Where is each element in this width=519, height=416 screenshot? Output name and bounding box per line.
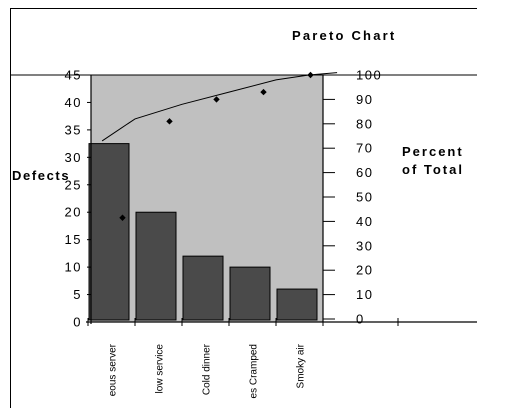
bars-layer xyxy=(88,143,318,321)
percent-marker-1 xyxy=(119,214,126,221)
labels-layer: Pareto Chart Defects Percent of Total eo… xyxy=(12,28,464,398)
y2-tick-label-30: 30 xyxy=(356,238,373,253)
y-tick-label-20: 20 xyxy=(65,205,82,220)
y-axis-label: Defects xyxy=(12,168,70,183)
chart-title: Pareto Chart xyxy=(292,28,396,43)
y-tick-label-40: 40 xyxy=(65,95,82,110)
y2-tick-label-50: 50 xyxy=(356,190,373,205)
bar-5 xyxy=(276,288,318,321)
x-category-label-4: es Cramped xyxy=(249,344,260,398)
y-tick-label-5: 5 xyxy=(73,287,82,302)
y-tick-label-45: 45 xyxy=(65,68,82,83)
bar-1 xyxy=(88,143,130,321)
y2-tick-label-20: 20 xyxy=(356,263,373,278)
y-tick-label-15: 15 xyxy=(65,232,82,247)
y2-tick-label-10: 10 xyxy=(356,287,373,302)
y2-tick-label-0: 0 xyxy=(356,312,365,327)
y2-tick-label-40: 40 xyxy=(356,214,373,229)
frame-top-border xyxy=(10,8,477,9)
axes-layer: 0 5 10 15 20 25 30 35 40 45 0 10 20 30 40 50 60 70 80 90 100 xyxy=(10,68,477,330)
x-category-label-5: Smoky air xyxy=(296,343,307,388)
y2-axis-label-line-2: of Total xyxy=(402,162,464,177)
bar-3 xyxy=(182,255,224,321)
y2-tick-label-100: 100 xyxy=(356,68,382,83)
y-tick-label-25: 25 xyxy=(65,177,82,192)
bar-2 xyxy=(135,211,177,321)
percent-marker-4 xyxy=(260,88,267,96)
bar-4 xyxy=(229,266,271,321)
y-tick-label-0: 0 xyxy=(73,315,82,330)
y2-tick-label-60: 60 xyxy=(356,165,373,180)
percent-marker-2 xyxy=(166,118,173,125)
y-tick-label-10: 10 xyxy=(65,260,82,275)
percent-marker-3 xyxy=(213,96,220,103)
y2-tick-label-90: 90 xyxy=(356,92,373,107)
x-category-label-2: low service xyxy=(155,344,166,394)
y-tick-label-30: 30 xyxy=(65,150,82,165)
y2-axis-label-line-1: Percent xyxy=(402,144,464,159)
x-category-label-3: Cold dinner xyxy=(202,343,213,395)
y2-tick-label-80: 80 xyxy=(356,116,373,131)
frame-left-border xyxy=(10,8,11,408)
y-tick-label-35: 35 xyxy=(65,122,82,137)
y2-tick-label-70: 70 xyxy=(356,141,373,156)
x-category-label-1: eous server xyxy=(108,343,119,396)
